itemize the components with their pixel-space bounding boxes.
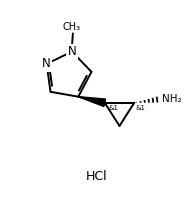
Text: N: N — [42, 58, 51, 70]
Text: CH₃: CH₃ — [63, 22, 81, 32]
Text: &1: &1 — [109, 105, 119, 111]
Polygon shape — [78, 97, 106, 106]
Text: NH₂: NH₂ — [162, 94, 182, 104]
Text: N: N — [68, 45, 76, 58]
Text: &1: &1 — [135, 105, 145, 111]
Text: HCl: HCl — [86, 170, 107, 183]
